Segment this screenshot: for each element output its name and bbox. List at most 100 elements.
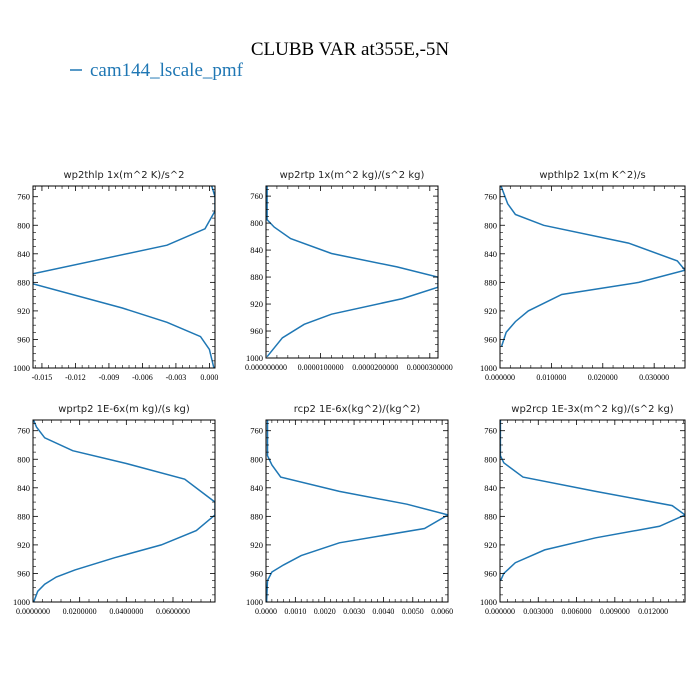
y-tick-label: 920 bbox=[250, 540, 263, 550]
x-tick-label: 0.000000 bbox=[485, 607, 515, 616]
y-tick-label: 840 bbox=[17, 483, 30, 493]
series-line bbox=[33, 186, 215, 368]
y-tick-label: 920 bbox=[484, 306, 497, 316]
subplot-5: rcp2 1E-6x(kg^2)/(kg^2) 760 800 840 880 920 96… bbox=[246, 404, 453, 616]
y-tick-label: 760 bbox=[250, 426, 263, 436]
y-tick-label: 960 bbox=[484, 568, 497, 578]
x-tick-label: 0.0000 bbox=[255, 607, 277, 616]
y-tick-label: 880 bbox=[484, 511, 497, 521]
series-line bbox=[500, 420, 685, 581]
plot-frame bbox=[265, 185, 439, 359]
y-tick-label: 1000 bbox=[480, 363, 497, 373]
subplot-6: wp2rcp 1E-3x(m^2 kg)/(s^2 kg) 760 800 840 88… bbox=[480, 404, 686, 616]
y-tick-label: 840 bbox=[250, 245, 263, 255]
x-tick-label: 0.010000 bbox=[536, 373, 566, 382]
y-tick-label: 880 bbox=[484, 277, 497, 287]
x-tick-label: 0.0000000 bbox=[16, 607, 50, 616]
y-tick-label: 1000 bbox=[13, 597, 30, 607]
y-tick-label: 920 bbox=[17, 306, 30, 316]
subplot-grid: wp2thlp 1x(m^2 K)/s^2 760 800 840 880 920 960 1… bbox=[13, 170, 686, 616]
x-tick-label: 0.0400000 bbox=[109, 607, 143, 616]
y-tick-label: 800 bbox=[484, 220, 497, 230]
y-tick-label: 960 bbox=[484, 334, 497, 344]
y-tick-label: 800 bbox=[17, 454, 30, 464]
subplot-title: wp2rtp 1x(m^2 kg)/(s^2 kg) bbox=[280, 170, 425, 181]
y-tick-label: 1000 bbox=[246, 353, 263, 363]
x-tick-label: 0.020000 bbox=[588, 373, 618, 382]
x-tick-label: 0.0000300000 bbox=[407, 363, 453, 372]
x-tick-label: 0.0000200000 bbox=[352, 363, 398, 372]
series-line bbox=[500, 186, 685, 347]
x-tick-label: 0.000 bbox=[200, 373, 218, 382]
x-tick-label: 0.000000 bbox=[485, 373, 515, 382]
series-line bbox=[33, 420, 215, 602]
y-tick-label: 880 bbox=[250, 272, 263, 282]
x-tick-label: -0.006 bbox=[132, 373, 153, 382]
subplot-1: wp2thlp 1x(m^2 K)/s^2 760 800 840 880 920 960 1… bbox=[13, 170, 218, 382]
x-tick-label: -0.003 bbox=[166, 373, 187, 382]
subplot-title: wpthlp2 1x(m K^2)/s bbox=[539, 170, 645, 181]
figure-title: CLUBB VAR at355E,-5N bbox=[251, 39, 450, 60]
y-tick-label: 800 bbox=[17, 220, 30, 230]
y-tick-label: 840 bbox=[17, 249, 30, 259]
x-tick-label: -0.009 bbox=[99, 373, 120, 382]
subplot-title: wp2rcp 1E-3x(m^2 kg)/(s^2 kg) bbox=[511, 404, 674, 415]
y-tick-label: 920 bbox=[250, 299, 263, 309]
x-tick-label: 0.0040 bbox=[372, 607, 394, 616]
y-tick-label: 960 bbox=[250, 568, 263, 578]
x-tick-label: 0.009000 bbox=[600, 607, 630, 616]
y-tick-label: 960 bbox=[17, 568, 30, 578]
y-tick-label: 920 bbox=[484, 540, 497, 550]
y-tick-label: 1000 bbox=[480, 597, 497, 607]
x-tick-label: 0.0060 bbox=[431, 607, 453, 616]
y-tick-label: 840 bbox=[484, 249, 497, 259]
x-tick-label: 0.0000100000 bbox=[298, 363, 344, 372]
y-tick-label: 760 bbox=[17, 426, 30, 436]
subplot-title: wp2thlp 1x(m^2 K)/s^2 bbox=[63, 170, 184, 181]
x-tick-label: 0.0050 bbox=[402, 607, 424, 616]
subplot-2: wp2rtp 1x(m^2 kg)/(s^2 kg) 760 800 840 880 92… bbox=[245, 170, 453, 372]
x-tick-label: 0.006000 bbox=[562, 607, 592, 616]
x-tick-label: 0.0030 bbox=[343, 607, 365, 616]
y-tick-label: 760 bbox=[484, 426, 497, 436]
y-tick-label: 760 bbox=[17, 192, 30, 202]
x-tick-label: 0.003000 bbox=[523, 607, 553, 616]
y-tick-label: 760 bbox=[484, 192, 497, 202]
x-tick-label: 0.0010 bbox=[284, 607, 306, 616]
y-tick-label: 800 bbox=[250, 218, 263, 228]
plot-frame bbox=[32, 419, 216, 603]
y-tick-label: 1000 bbox=[246, 597, 263, 607]
plot-frame bbox=[32, 185, 216, 369]
x-tick-label: 0.012000 bbox=[638, 607, 668, 616]
legend-label: cam144_lscale_pmf bbox=[90, 60, 244, 81]
y-tick-label: 840 bbox=[250, 483, 263, 493]
figure-legend: cam144_lscale_pmf bbox=[70, 60, 244, 81]
y-tick-label: 880 bbox=[17, 277, 30, 287]
x-tick-label: 0.0600000 bbox=[156, 607, 190, 616]
y-tick-label: 920 bbox=[17, 540, 30, 550]
y-tick-label: 760 bbox=[250, 191, 263, 201]
x-tick-label: -0.012 bbox=[65, 373, 86, 382]
series-line bbox=[266, 420, 448, 602]
series-line bbox=[266, 186, 438, 358]
plot-frame bbox=[265, 419, 449, 603]
x-tick-label: 0.0020 bbox=[314, 607, 336, 616]
subplot-3: wpthlp2 1x(m K^2)/s 760 800 840 880 920 960 100… bbox=[480, 170, 686, 382]
subplot-title: rcp2 1E-6x(kg^2)/(kg^2) bbox=[294, 404, 421, 415]
y-tick-label: 1000 bbox=[13, 363, 30, 373]
y-tick-label: 960 bbox=[17, 334, 30, 344]
x-tick-label: 0.000000000 bbox=[245, 363, 287, 372]
subplot-title: wprtp2 1E-6x(m kg)/(s kg) bbox=[58, 404, 190, 415]
x-tick-label: 0.030000 bbox=[639, 373, 669, 382]
x-tick-label: 0.0200000 bbox=[63, 607, 97, 616]
y-tick-label: 880 bbox=[250, 511, 263, 521]
y-tick-label: 840 bbox=[484, 483, 497, 493]
y-tick-label: 960 bbox=[250, 326, 263, 336]
y-tick-label: 800 bbox=[250, 454, 263, 464]
subplot-4: wprtp2 1E-6x(m kg)/(s kg) 760 800 840 880 920… bbox=[13, 404, 216, 616]
plot-frame bbox=[499, 419, 686, 603]
y-tick-label: 800 bbox=[484, 454, 497, 464]
x-tick-label: -0.015 bbox=[32, 373, 53, 382]
